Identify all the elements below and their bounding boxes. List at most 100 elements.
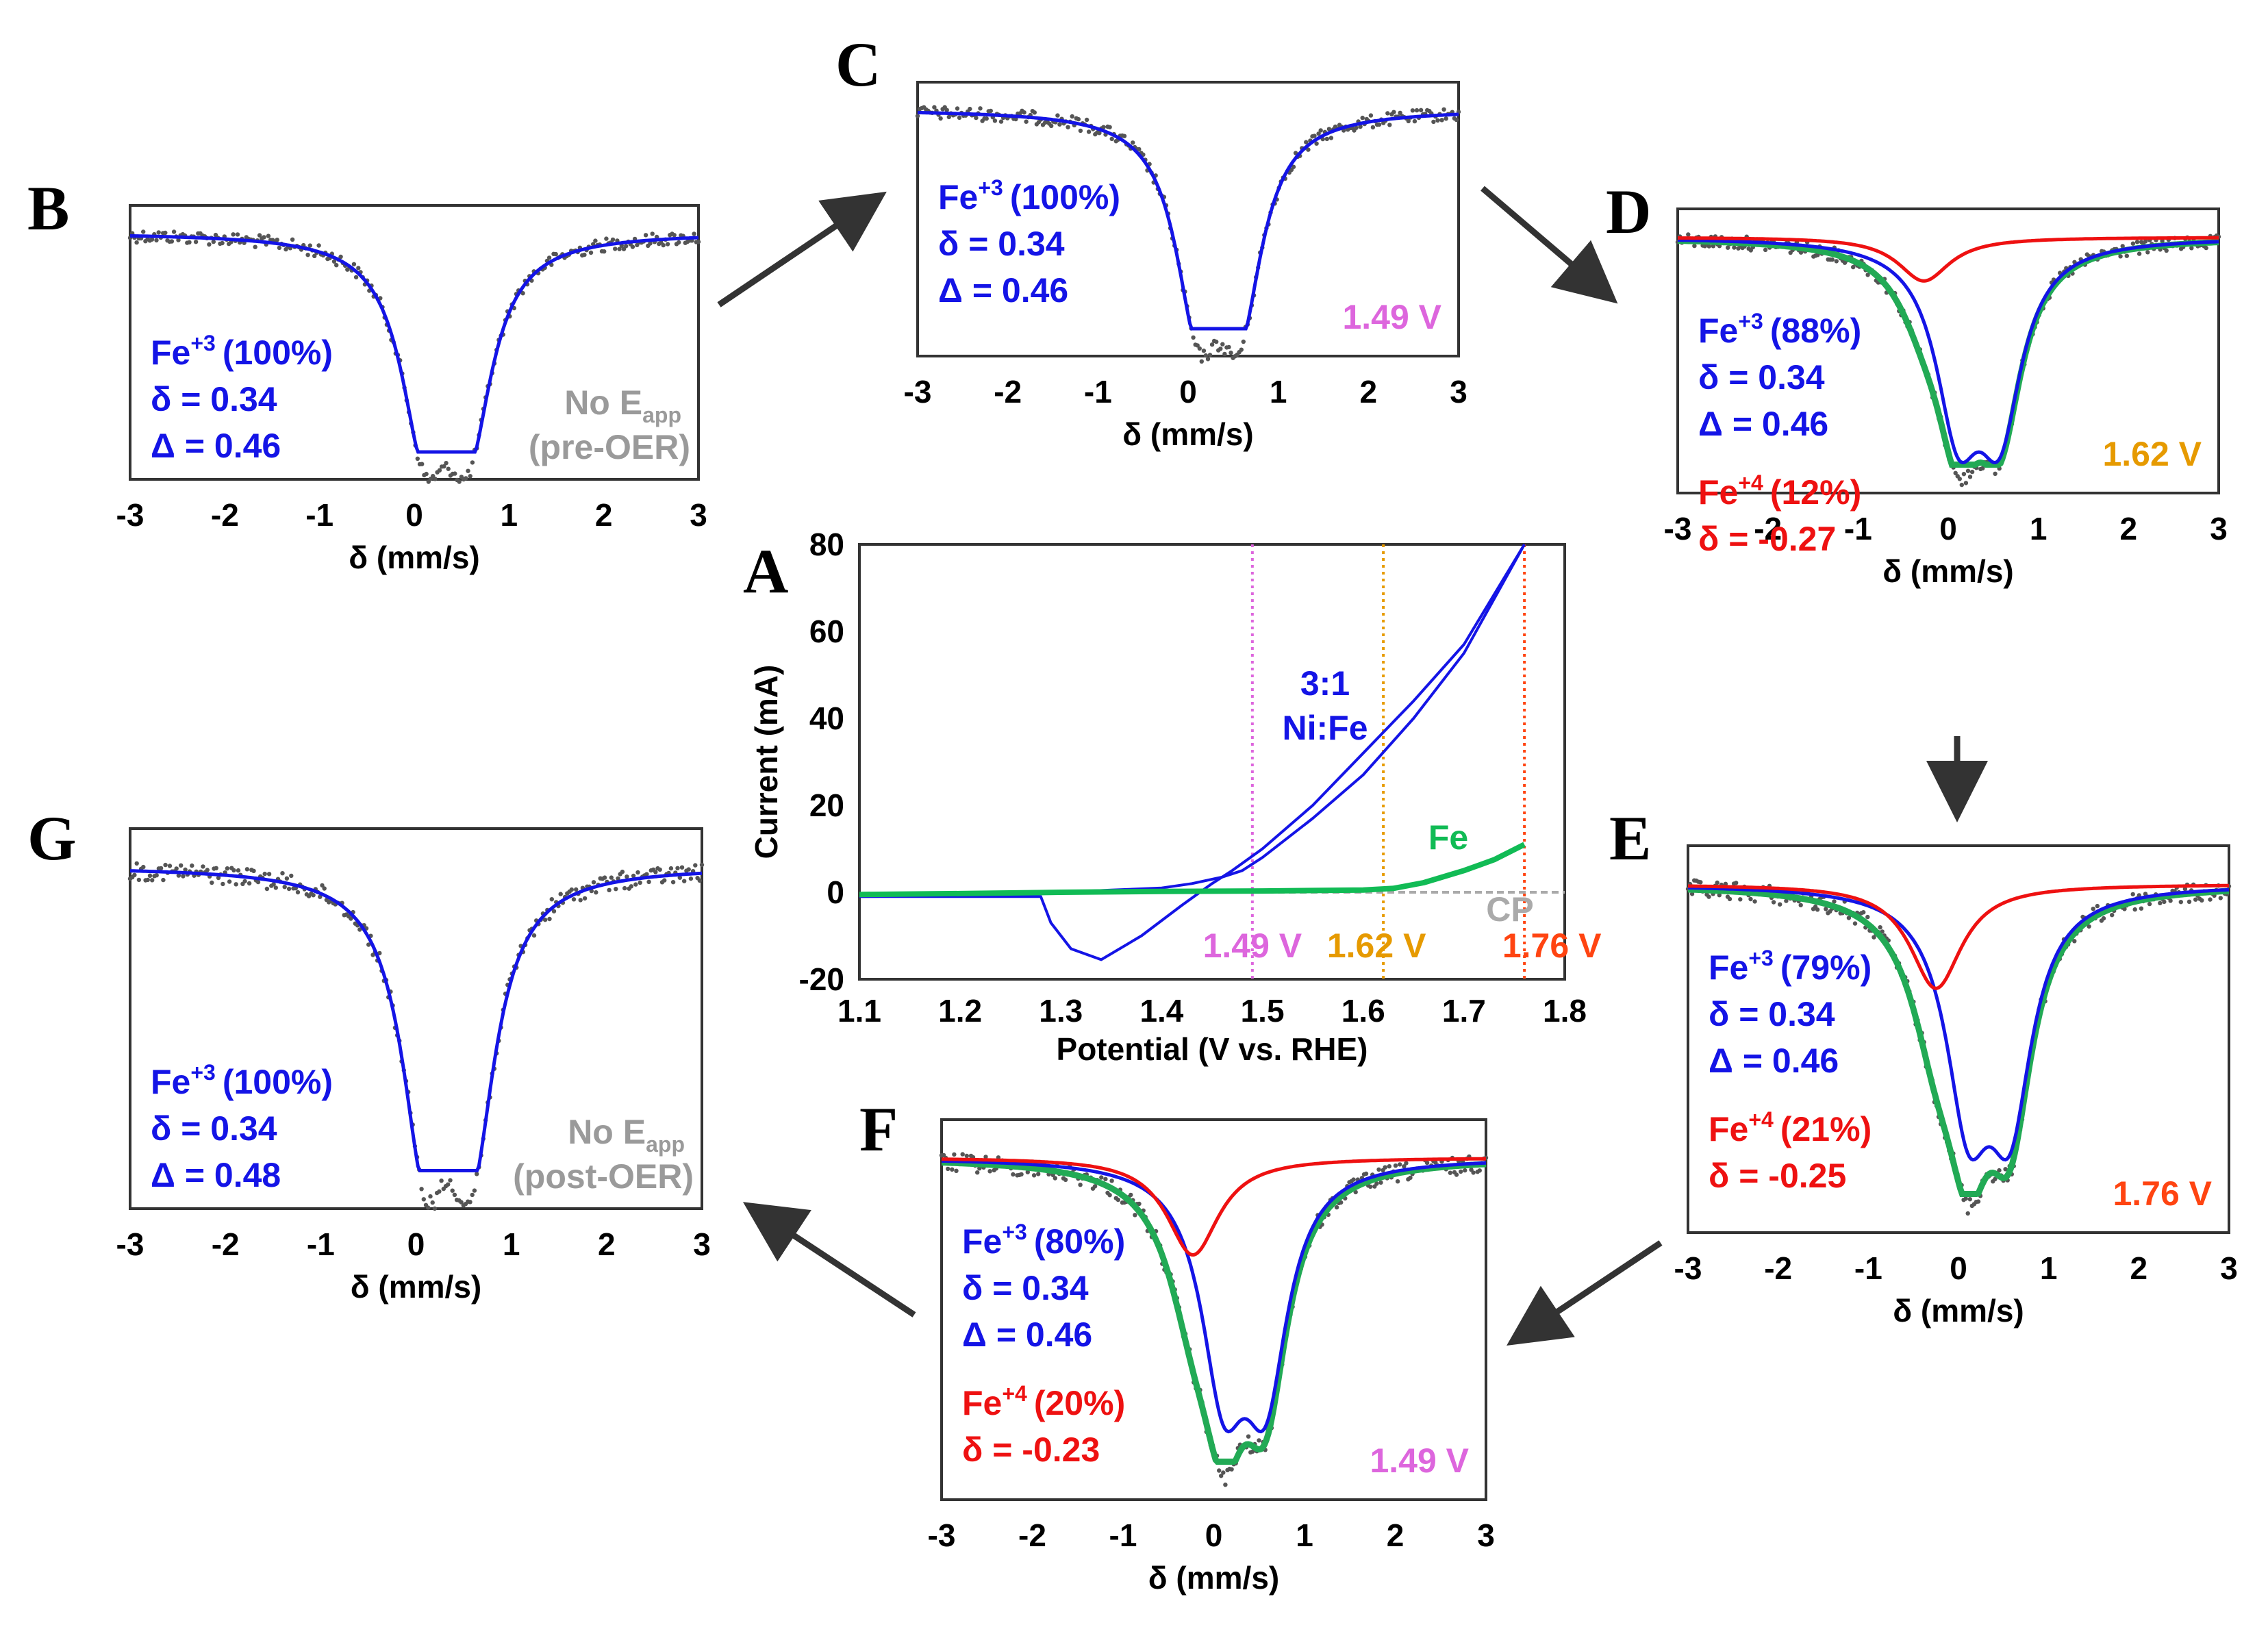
data-point [1109,1179,1114,1183]
data-point [322,886,327,891]
nife-reverse-sweep [859,543,1526,961]
data-point [1408,1175,1413,1181]
data-point [415,456,420,461]
fe3-label: Fe+3 (80%) [962,1220,1125,1261]
data-point [955,106,960,111]
data-point [1993,1176,1998,1182]
panel-letter-g: G [27,803,77,873]
data-point [1078,1183,1083,1187]
potential-marker-label: 1.49 V [1203,927,1302,965]
data-point [1431,119,1436,125]
data-point [334,263,339,268]
data-point [1957,477,1962,481]
data-point [624,244,629,249]
data-point [271,882,276,887]
no-eapp-label: No Eapp [564,383,681,427]
x-tick-label: -2 [994,374,1022,410]
panel-f: F-3 -2 -1 0 1 2 3δ (mm/s)Fe+3 (80%)δ = 0.34Δ = … [859,1094,1495,1596]
x-tick-label: -3 [116,497,144,533]
data-point [696,240,701,244]
data-point [588,250,594,255]
y-tick-label: 80 [809,527,844,562]
data-point [594,890,598,895]
data-point [960,1152,965,1157]
data-point [1738,897,1743,902]
data-point [946,1166,950,1172]
data-point [430,1200,435,1205]
fe3-percentage: (100%) [223,1063,333,1101]
data-point [1122,134,1127,138]
data-point [964,1153,970,1159]
data-point [1402,1164,1407,1169]
data-point [1291,164,1296,169]
data-point [2110,913,2115,918]
x-axis-label: δ (mm/s) [1893,1293,2024,1328]
data-point [1195,343,1200,348]
x-axis-label: δ (mm/s) [351,1269,481,1305]
data-point [1378,1180,1383,1185]
data-point [1727,896,1732,902]
x-tick-label: 0 [407,1226,425,1262]
data-point [2091,907,2095,911]
fe4-oxidation-state: +4 [1738,470,1763,495]
panel-letter-e: E [1609,803,1651,873]
fe3-oxidation-state: +3 [1002,1220,1026,1244]
data-point [633,882,638,887]
fe3-percentage: (80%) [1034,1222,1125,1261]
data-point [1997,1168,2002,1173]
data-point [174,866,179,871]
data-point [432,1206,438,1211]
data-point [145,877,150,883]
data-point [158,866,164,871]
x-tick-label: 1.5 [1241,993,1285,1029]
data-point [262,235,266,240]
data-point [1717,893,1722,898]
x-tick-label: 3 [693,1226,711,1262]
x-tick-label: 3 [690,497,707,533]
y-tick-label: 0 [827,874,844,910]
cp-label: CP [1486,890,1533,929]
panel-letter-a: A [743,536,788,606]
plot-frame [858,543,1566,981]
data-point [1011,1172,1016,1177]
data-point [1404,1161,1409,1166]
data-point [1025,1170,1031,1174]
fe3-fit-line [917,110,1459,331]
data-point [1410,108,1415,113]
data-point [242,879,247,884]
data-point [149,237,155,242]
fe4-isomer-shift: δ = -0.23 [962,1431,1100,1469]
data-point [284,876,290,881]
fe4-isomer-shift: δ = -0.27 [1698,520,1836,558]
data-point [1326,127,1332,131]
x-tick-label: 1.6 [1341,993,1385,1029]
data-point [2193,897,2198,902]
x-tick-label: -1 [1109,1517,1137,1553]
fe3-quadrupole-split: Δ = 0.46 [962,1315,1092,1354]
data-point [553,251,558,257]
data-point [307,243,312,248]
data-point [1726,245,1730,250]
data-point [2168,898,2173,903]
x-axis-label: δ (mm/s) [1882,553,2013,589]
data-point [426,1205,431,1210]
data-point [1053,1176,1058,1181]
x-tick-label: -2 [1018,1517,1046,1553]
data-point [205,868,210,872]
x-tick-label: 1.4 [1139,993,1183,1029]
data-point [2087,924,2091,929]
data-point [134,240,139,245]
fe3-isomer-shift: δ = 0.34 [962,1269,1089,1307]
data-point [421,1197,426,1202]
data-point [602,249,607,254]
data-point [2130,241,2136,246]
applied-potential-label: 1.76 V [2113,1174,2212,1213]
fe3-label: Fe+3 (100%) [151,331,333,372]
x-tick-label: -3 [1664,511,1692,546]
data-point [547,916,552,922]
data-point [1363,1171,1369,1176]
data-point [253,244,257,249]
eapp-subscript: app [642,403,681,427]
data-point [312,253,317,258]
data-point [468,474,473,479]
